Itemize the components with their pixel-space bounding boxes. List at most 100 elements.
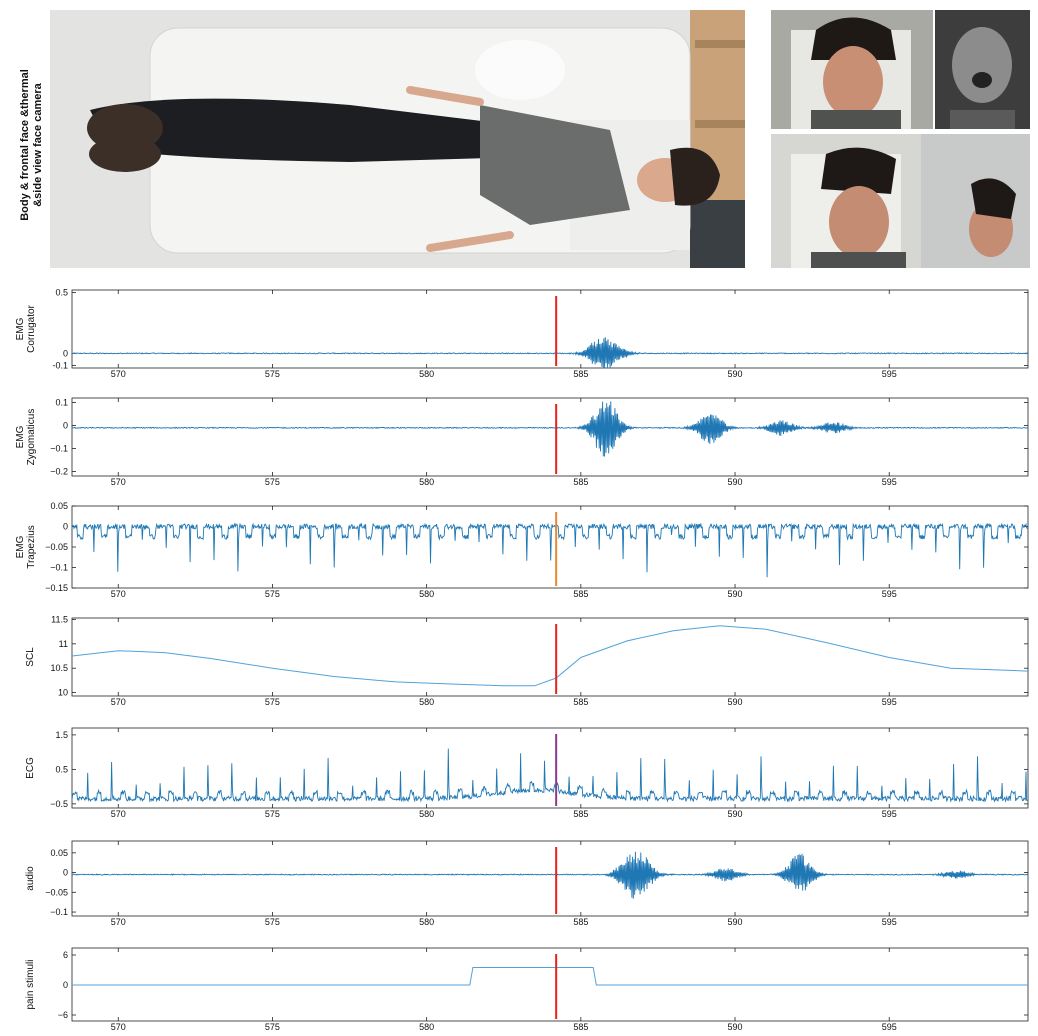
x-tick-label: 570 [111,1022,126,1032]
x-tick-label: 590 [728,477,743,487]
signal-trace [71,522,1029,578]
x-tick-label: 595 [882,369,897,379]
signal-panel-1: EMGZygomaticus 0.1 0 −0.1 −0.2 570 575 580 585 59… [15,397,1029,487]
y-axis-label: pain stimuli [25,959,36,1009]
x-tick-label: 570 [111,477,126,487]
y-tick-label: 0 [63,421,68,431]
x-tick-label: 585 [573,589,588,599]
y-axis-label: EMGCorrugator [15,304,37,352]
y-tick-label: 0.1 [55,398,68,408]
video-panel-label: Body & frontal face &thermal &side view … [12,40,52,250]
x-tick-label: 580 [419,369,434,379]
x-tick-label: 570 [111,589,126,599]
y-tick-label: 0.5 [55,764,68,774]
x-tick-label: 585 [573,809,588,819]
y-tick-label: −0.5 [50,799,68,809]
x-tick-label: 575 [265,1022,280,1032]
x-tick-label: 595 [882,477,897,487]
x-tick-label: 595 [882,809,897,819]
signal-panel-0: EMGCorrugator 0.5 0 -0.1 570 575 580 585 590 595 [15,287,1029,379]
y-tick-label: −0.1 [50,907,68,917]
x-tick-label: 585 [573,369,588,379]
x-tick-label: 590 [728,809,743,819]
x-tick-label: 575 [265,809,280,819]
x-tick-label: 570 [111,809,126,819]
signal-trace [71,748,1029,803]
y-tick-label: 10 [58,688,68,698]
x-tick-label: 585 [573,917,588,927]
x-tick-label: 590 [728,917,743,927]
x-tick-label: 590 [728,369,743,379]
thermal-camera-view [935,10,1030,129]
x-tick-label: 575 [265,697,280,707]
x-tick-label: 595 [882,697,897,707]
y-tick-label: 11.5 [51,614,68,624]
x-tick-label: 575 [265,477,280,487]
x-tick-label: 580 [419,809,434,819]
x-tick-label: 575 [265,589,280,599]
y-tick-label: −0.05 [45,887,68,897]
y-axis-label: EMGZygomaticus [15,409,37,466]
x-tick-label: 585 [573,1022,588,1032]
y-tick-label: -0.1 [52,361,68,371]
y-axis-label: EMGTrapezius [15,525,37,569]
y-axis-label: ECG [25,757,36,779]
y-tick-label: 10.5 [50,663,68,673]
x-tick-label: 570 [111,697,126,707]
x-tick-label: 570 [111,369,126,379]
y-tick-label: 0.05 [50,501,68,511]
x-tick-label: 575 [265,917,280,927]
y-tick-label: 11 [59,639,68,649]
signal-trace [71,851,1029,899]
x-tick-label: 590 [728,589,743,599]
signal-trace [72,967,1028,986]
y-axis-label: SCL [25,647,36,667]
y-tick-label: −6 [58,1010,68,1020]
y-tick-label: 0 [63,980,68,990]
panel-frame [71,617,1029,697]
x-tick-label: 580 [419,917,434,927]
x-tick-label: 580 [419,1022,434,1032]
y-tick-label: 0.5 [55,287,68,297]
y-tick-label: −0.1 [50,443,68,453]
y-tick-label: −0.05 [45,542,68,552]
video-panel-label-line2: &side view face camera [32,83,44,207]
y-axis-label: audio [25,866,36,891]
panel-frame [71,397,1029,477]
x-tick-label: 570 [111,917,126,927]
signal-panel-2: EMGTrapezius 0.05 0 −0.05 −0.1 −0.15 570 575 580… [15,501,1029,599]
video-panel-label-line1: Body & frontal face &thermal [19,69,31,221]
y-tick-label: −0.15 [45,583,68,593]
signal-trace [71,625,1029,687]
x-tick-label: 585 [573,697,588,707]
y-tick-label: 6 [63,950,68,960]
signal-panel-3: SCL 11.5 11 10.5 10 570 575 580 585 590 595 [25,614,1029,707]
y-tick-label: −0.1 [50,563,68,573]
side-face-camera-view [771,134,1030,268]
y-tick-label: 0 [63,348,68,358]
signal-panel-5: audio 0.05 0 −0.05 −0.1 570 575 580 585 590 595 [25,840,1029,927]
x-tick-label: 595 [882,1022,897,1032]
panel-frame [71,727,1029,809]
x-tick-label: 590 [728,697,743,707]
x-tick-label: 575 [265,369,280,379]
x-tick-label: 595 [882,917,897,927]
x-tick-label: 580 [419,589,434,599]
y-tick-label: 0 [63,868,68,878]
signal-panel-4: ECG 1.5 0.5 −0.5 570 575 580 585 590 595 [25,727,1029,819]
y-tick-label: 0.05 [50,848,68,858]
signal-trace [71,401,1029,457]
y-tick-label: −0.2 [50,466,68,476]
signal-panel-6: pain stimuli 6 0 −6 570 575 580 585 590 595 [25,947,1029,1032]
frontal-face-camera-view [771,10,933,129]
x-tick-label: 590 [728,1022,743,1032]
panel-frame [71,289,1029,369]
y-tick-label: 1.5 [55,730,68,740]
x-tick-label: 585 [573,477,588,487]
signal-trace [71,337,1029,369]
x-tick-label: 580 [419,697,434,707]
panel-frame [71,840,1029,917]
y-tick-label: 0 [63,522,68,532]
x-tick-label: 595 [882,589,897,599]
